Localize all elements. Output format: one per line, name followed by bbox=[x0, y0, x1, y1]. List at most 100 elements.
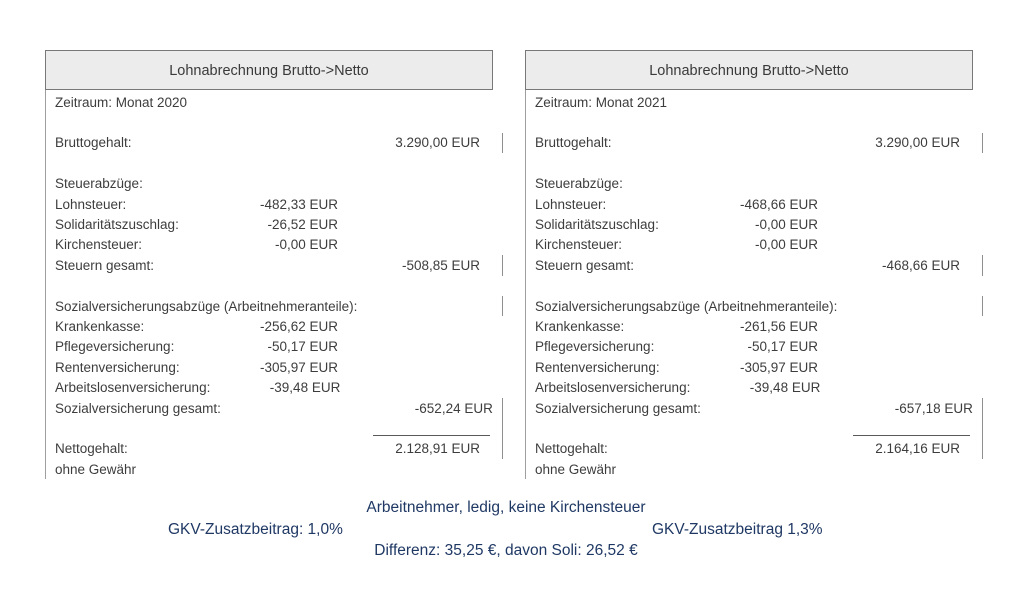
row-total-amount: -508,85 EUR bbox=[401, 257, 480, 273]
row-ohne-gewaehr: ohne Gewähr bbox=[535, 459, 973, 479]
row-sozialversicherung-gesamt: Sozialversicherung gesamt: -657,18 EUR bbox=[535, 397, 983, 419]
footer-difference-note: Differenz: 35,25 €, davon Soli: 26,52 € bbox=[374, 542, 638, 559]
period-label: Zeitraum: Monat 2021 bbox=[535, 94, 668, 110]
period-label: Zeitraum: Monat 2020 bbox=[55, 94, 188, 110]
row-label: Pflegeversicherung: bbox=[55, 339, 175, 355]
row-bruttogehalt: Bruttogehalt: 3.290,00 EUR bbox=[55, 132, 503, 154]
row-blank bbox=[535, 276, 973, 296]
row-arbeitslosenversicherung: Arbeitslosenversicherung: -39,48 EUR bbox=[535, 377, 973, 397]
row-label: Steuern gesamt: bbox=[55, 257, 155, 273]
panel-title-2021: Lohnabrechnung Brutto->Netto bbox=[525, 50, 973, 90]
row-lohnsteuer: Lohnsteuer: -468,66 EUR bbox=[535, 194, 973, 214]
row-label: Rentenversicherung: bbox=[535, 359, 660, 375]
row-mid-amount: -482,33 EUR bbox=[259, 196, 338, 212]
row-label: Kirchensteuer: bbox=[55, 237, 143, 253]
row-mid-amount: -0,00 EUR bbox=[274, 237, 338, 253]
row-label: Lohnsteuer: bbox=[535, 196, 607, 212]
row-label: Pflegeversicherung: bbox=[535, 339, 655, 355]
row-steuern-gesamt: Steuern gesamt: -508,85 EUR bbox=[55, 255, 503, 276]
row-label: Steuerabzüge: bbox=[55, 176, 143, 192]
row-sum-rule bbox=[535, 418, 983, 439]
footer-gkv-2020: GKV-Zusatzbeitrag: 1,0% bbox=[168, 521, 343, 538]
row-kirchensteuer: Kirchensteuer: -0,00 EUR bbox=[55, 235, 493, 255]
row-steuerabzuege: Steuerabzüge: bbox=[535, 174, 973, 194]
row-label: Solidaritätszuschlag: bbox=[535, 217, 659, 233]
row-label: Sozialversicherungsabzüge (Arbeitnehmera… bbox=[535, 298, 838, 314]
row-total-amount: -652,24 EUR bbox=[414, 400, 493, 416]
row-total-amount: -468,66 EUR bbox=[881, 257, 960, 273]
row-mid-amount: -26,52 EUR bbox=[267, 217, 338, 233]
row-sozialversicherungsabzuege: Sozialversicherungsabzüge (Arbeitnehmera… bbox=[55, 295, 503, 317]
row-arbeitslosenversicherung: Arbeitslosenversicherung: -39,48 EUR bbox=[55, 377, 493, 397]
row-lohnsteuer: Lohnsteuer: -482,33 EUR bbox=[55, 194, 493, 214]
footer-employee-note: Arbeitnehmer, ledig, keine Kirchensteuer bbox=[366, 499, 646, 516]
panel-body-2020: Zeitraum: Monat 2020 Bruttogehalt: 3.290… bbox=[45, 90, 503, 480]
row-label: Bruttogehalt: bbox=[55, 135, 132, 151]
row-label: Kirchensteuer: bbox=[535, 237, 623, 253]
row-label: Sozialversicherungsabzüge (Arbeitnehmera… bbox=[55, 298, 358, 314]
row-label: Steuern gesamt: bbox=[535, 257, 635, 273]
row-label: Lohnsteuer: bbox=[55, 196, 127, 212]
row-period: Zeitraum: Monat 2021 bbox=[535, 92, 973, 112]
row-pflegeversicherung: Pflegeversicherung: -50,17 EUR bbox=[55, 337, 493, 357]
row-blank bbox=[55, 276, 493, 296]
row-total-amount: 3.290,00 EUR bbox=[875, 135, 960, 151]
panel-body-2021: Zeitraum: Monat 2021 Bruttogehalt: 3.290… bbox=[525, 90, 983, 480]
row-label: Sozialversicherung gesamt: bbox=[535, 400, 701, 416]
row-mid-amount: -50,17 EUR bbox=[267, 339, 338, 355]
footer-gkv-2021: GKV-Zusatzbeitrag 1,3% bbox=[652, 521, 823, 538]
row-mid-amount: -0,00 EUR bbox=[754, 237, 818, 253]
payslip-panel-2021: Lohnabrechnung Brutto->Netto Zeitraum: M… bbox=[525, 50, 983, 480]
row-blank bbox=[535, 153, 973, 173]
row-rentenversicherung: Rentenversicherung: -305,97 EUR bbox=[535, 357, 973, 377]
netto-sum-line bbox=[373, 434, 490, 436]
row-label: Steuerabzüge: bbox=[535, 176, 623, 192]
row-krankenkasse: Krankenkasse: -261,56 EUR bbox=[535, 316, 973, 336]
row-sozialversicherung-gesamt: Sozialversicherung gesamt: -652,24 EUR bbox=[55, 397, 503, 419]
row-label: Krankenkasse: bbox=[55, 318, 145, 334]
row-blank bbox=[55, 112, 493, 132]
row-mid-amount: -261,56 EUR bbox=[739, 318, 818, 334]
row-pflegeversicherung: Pflegeversicherung: -50,17 EUR bbox=[535, 337, 973, 357]
row-bruttogehalt: Bruttogehalt: 3.290,00 EUR bbox=[535, 132, 983, 154]
row-steuern-gesamt: Steuern gesamt: -468,66 EUR bbox=[535, 255, 983, 276]
row-blank bbox=[55, 153, 493, 173]
row-krankenkasse: Krankenkasse: -256,62 EUR bbox=[55, 316, 493, 336]
row-steuerabzuege: Steuerabzüge: bbox=[55, 174, 493, 194]
row-mid-amount: -305,97 EUR bbox=[259, 359, 338, 375]
row-mid-amount: -305,97 EUR bbox=[739, 359, 818, 375]
row-label: Nettogehalt: bbox=[55, 441, 128, 457]
row-rentenversicherung: Rentenversicherung: -305,97 EUR bbox=[55, 357, 493, 377]
panel-title-2020: Lohnabrechnung Brutto->Netto bbox=[45, 50, 493, 90]
row-mid-amount: -468,66 EUR bbox=[739, 196, 818, 212]
row-label: Bruttogehalt: bbox=[535, 135, 612, 151]
row-solidaritaetszuschlag: Solidaritätszuschlag: -0,00 EUR bbox=[535, 214, 973, 234]
row-total-amount: 2.164,16 EUR bbox=[875, 441, 960, 457]
row-label: Sozialversicherung gesamt: bbox=[55, 400, 221, 416]
row-sozialversicherungsabzuege: Sozialversicherungsabzüge (Arbeitnehmera… bbox=[535, 295, 983, 317]
row-total-amount: 2.128,91 EUR bbox=[395, 441, 480, 457]
row-sum-rule bbox=[55, 418, 503, 439]
netto-sum-line bbox=[853, 434, 970, 436]
row-nettogehalt: Nettogehalt: 2.164,16 EUR bbox=[535, 438, 983, 460]
row-label: ohne Gewähr bbox=[55, 461, 137, 477]
row-mid-amount: -0,00 EUR bbox=[754, 217, 818, 233]
row-label: Solidaritätszuschlag: bbox=[55, 217, 179, 233]
row-nettogehalt: Nettogehalt: 2.128,91 EUR bbox=[55, 438, 503, 460]
row-label: ohne Gewähr bbox=[535, 461, 617, 477]
row-ohne-gewaehr: ohne Gewähr bbox=[55, 459, 493, 479]
row-total-amount: 3.290,00 EUR bbox=[395, 135, 480, 151]
row-mid-amount: -50,17 EUR bbox=[747, 339, 818, 355]
row-mid-amount: -39,48 EUR bbox=[269, 380, 341, 396]
row-solidaritaetszuschlag: Solidaritätszuschlag: -26,52 EUR bbox=[55, 214, 493, 234]
row-label: Rentenversicherung: bbox=[55, 359, 180, 375]
row-total-amount: -657,18 EUR bbox=[894, 400, 973, 416]
row-label: Krankenkasse: bbox=[535, 318, 625, 334]
row-mid-amount: -256,62 EUR bbox=[259, 318, 338, 334]
row-label: Arbeitslosenversicherung: bbox=[55, 380, 211, 396]
row-mid-amount: -39,48 EUR bbox=[749, 380, 821, 396]
row-blank bbox=[535, 112, 973, 132]
row-label: Nettogehalt: bbox=[535, 441, 608, 457]
row-kirchensteuer: Kirchensteuer: -0,00 EUR bbox=[535, 235, 973, 255]
row-period: Zeitraum: Monat 2020 bbox=[55, 92, 493, 112]
